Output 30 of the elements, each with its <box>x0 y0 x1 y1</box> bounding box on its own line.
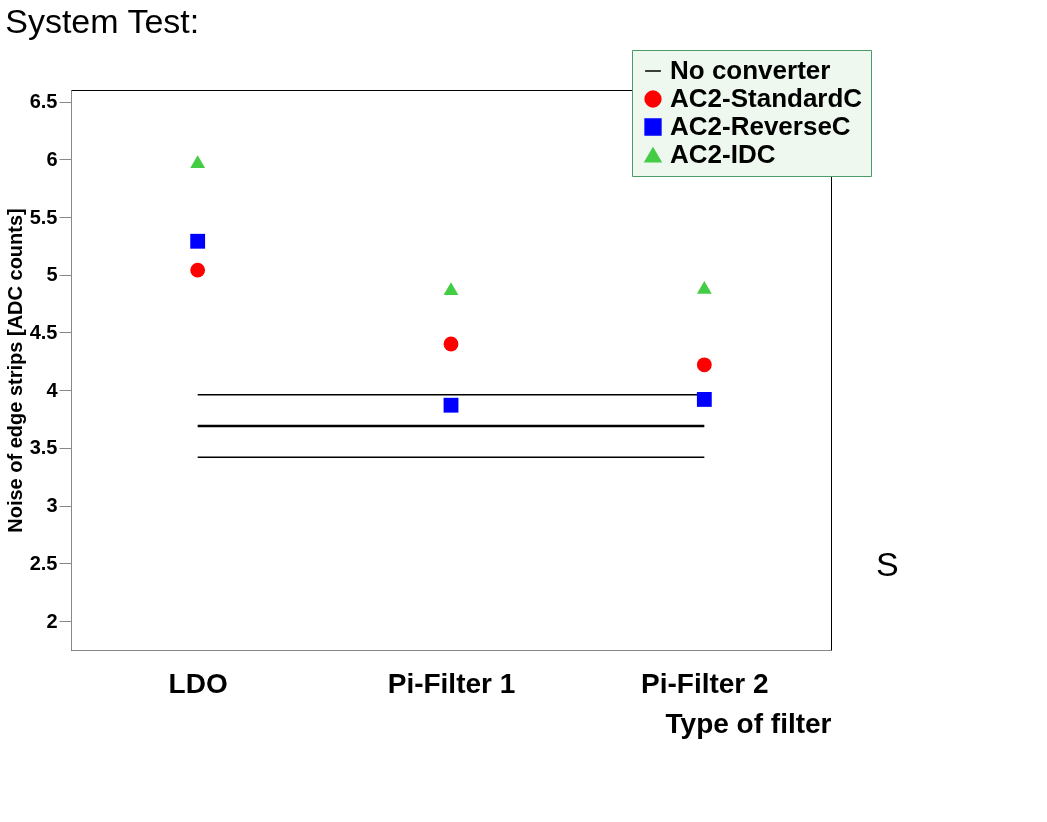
y-tick-label: 3.5 <box>29 436 58 459</box>
x-tick-label: Pi-Filter 2 <box>641 667 769 699</box>
point <box>443 282 459 296</box>
y-tick-label: 5.5 <box>29 205 58 228</box>
point <box>190 155 206 169</box>
y-tick-label: 6 <box>46 147 58 170</box>
y-tick-label: 4.5 <box>29 320 58 343</box>
point <box>443 397 459 413</box>
legend-label: AC2-ReverseC <box>670 111 851 141</box>
y-tick-label: 2.5 <box>29 551 58 574</box>
x-tick-label: LDO <box>168 667 228 699</box>
x-axis-title: Type of filter <box>665 707 832 739</box>
legend-label: AC2-IDC <box>670 139 776 169</box>
point <box>190 233 206 249</box>
y-tick-label: 2 <box>46 609 58 632</box>
point <box>696 357 712 373</box>
y-tick-label: 5 <box>46 263 58 286</box>
point <box>696 281 712 294</box>
x-tick-label: Pi-Filter 1 <box>387 667 516 699</box>
text: S <box>876 545 899 583</box>
legend-label: No converter <box>670 55 831 85</box>
legend-label: AC2-StandardC <box>670 83 863 113</box>
y-tick-label: 6.5 <box>29 90 58 113</box>
y-tick-label: 4 <box>46 378 59 401</box>
point <box>443 336 459 352</box>
chart-title: System Test: <box>5 1 200 40</box>
y-tick-label: 3 <box>46 494 58 517</box>
point <box>190 262 206 278</box>
y-axis-title: Noise of edge strips [ADC counts] <box>3 208 26 533</box>
point <box>696 392 712 407</box>
